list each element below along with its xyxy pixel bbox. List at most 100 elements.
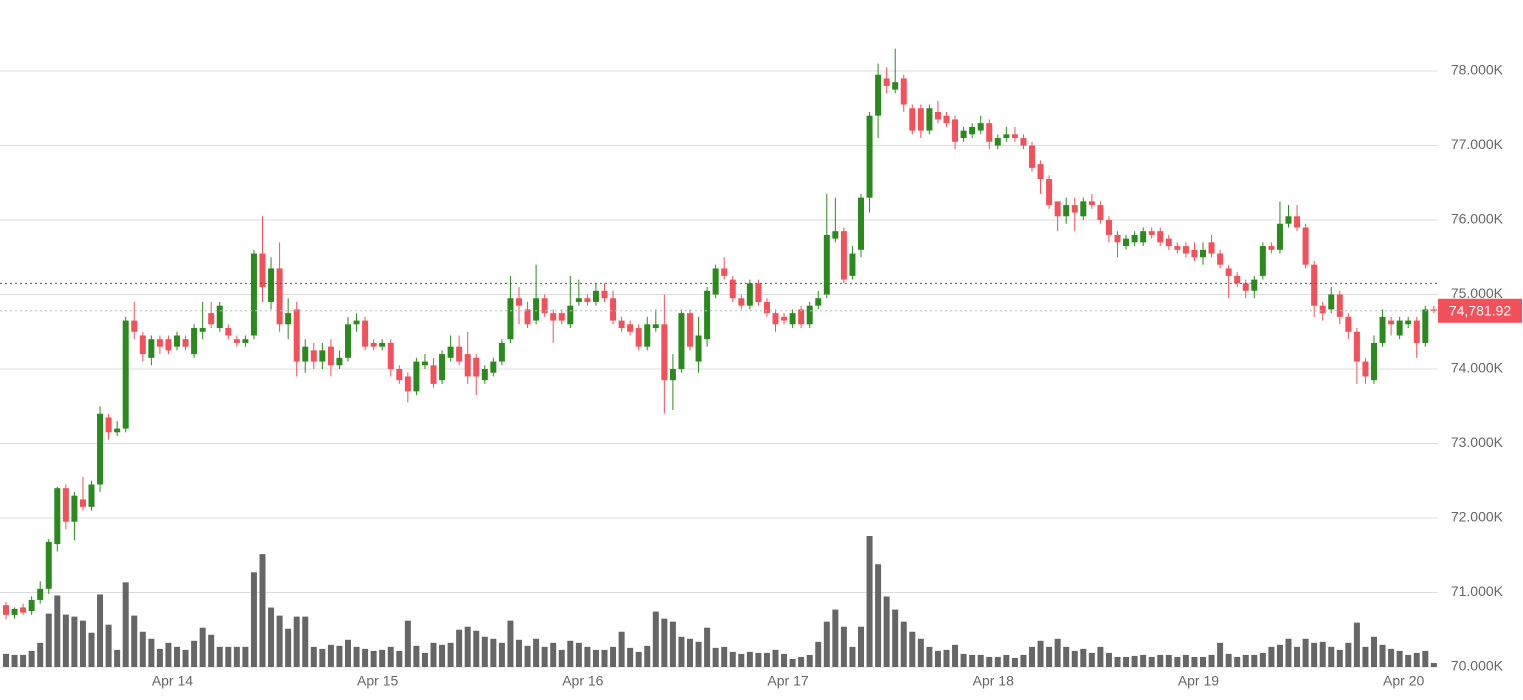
x-tick-label: Apr 19 [1178, 673, 1219, 689]
candle-body [396, 369, 403, 381]
candle-body [1140, 231, 1147, 243]
candle-body [1097, 205, 1104, 220]
volume-bar [1182, 654, 1189, 667]
candle-body [1114, 234, 1121, 243]
volume-bar [105, 624, 112, 667]
volume-bar [250, 572, 257, 667]
candle-body [165, 339, 172, 351]
candle-body [1294, 216, 1301, 228]
volume-bar [54, 595, 61, 667]
volume-bar [45, 613, 52, 667]
candle-body [1131, 234, 1138, 243]
volume-bar [1422, 650, 1429, 667]
candle-body [669, 369, 676, 381]
candle-body [892, 82, 899, 90]
candle-body [601, 290, 608, 299]
candle-body [345, 324, 351, 358]
volume-bar [849, 646, 856, 667]
volume-bar [1379, 644, 1386, 667]
candle-body [45, 541, 52, 589]
candle-body [114, 428, 121, 433]
volume-bar [336, 645, 343, 667]
candle-body [909, 108, 916, 131]
volume-bar [789, 658, 796, 667]
volume-bar [182, 649, 189, 667]
candle-body [259, 253, 266, 288]
candle-body [960, 130, 967, 139]
volume-bar [1413, 652, 1420, 667]
volume-bar [1140, 654, 1147, 667]
candle-body [618, 320, 625, 329]
candle-body [122, 320, 129, 429]
volume-bar [387, 646, 394, 667]
candle-body [1242, 283, 1249, 291]
volume-bar [601, 649, 608, 667]
volume-bar [524, 645, 531, 667]
y-tick-label: 72.000K [1451, 509, 1504, 525]
candle-body [900, 78, 907, 105]
candle-body [498, 342, 505, 362]
candle-body [191, 328, 198, 355]
volume-bar [327, 644, 334, 667]
candle-body [1088, 201, 1095, 206]
candle-body [781, 316, 788, 321]
candle-body [1328, 294, 1335, 310]
x-tick-label: Apr 20 [1383, 673, 1424, 689]
candle-body [174, 335, 180, 347]
volume-bar [618, 631, 625, 667]
candle-body [1157, 231, 1164, 243]
candle-body [233, 339, 240, 343]
volume-bar [798, 656, 805, 667]
candle-body [721, 268, 728, 276]
y-tick-label: 78.000K [1451, 62, 1504, 78]
volume-bar [1353, 622, 1360, 667]
candle-body [413, 361, 420, 392]
volume-bar [1268, 646, 1275, 667]
candle-body [447, 346, 454, 358]
volume-bar [687, 638, 693, 667]
candle-body [533, 298, 540, 321]
candle-body [1302, 227, 1309, 265]
y-tick-label: 73.000K [1451, 434, 1504, 450]
volume-bar [815, 641, 822, 667]
candle-body [789, 313, 796, 325]
volume-bar [404, 620, 411, 667]
volume-bar [1131, 655, 1138, 667]
volume-bar [62, 614, 69, 667]
candle-body [1174, 246, 1181, 250]
candle-body [1319, 305, 1326, 314]
y-tick-label: 70.000K [1451, 658, 1504, 674]
volume-bar [755, 652, 762, 667]
volume-bar [866, 536, 873, 667]
candle-body [37, 588, 44, 600]
volume-bar [362, 648, 369, 667]
candle-body [994, 138, 1001, 146]
volume-bar [1088, 652, 1095, 667]
candle-body [1405, 320, 1412, 325]
candle-body [1200, 249, 1206, 258]
volume-bar [79, 620, 86, 667]
candle-body [1311, 264, 1318, 306]
candle-body [1379, 316, 1386, 343]
volume-bar [986, 656, 993, 667]
volume-bar [156, 648, 163, 667]
candle-body [507, 298, 514, 340]
candle-body [208, 313, 215, 325]
volume-bar [584, 646, 591, 667]
candle-body [866, 115, 873, 198]
candle-body [738, 298, 745, 306]
volume-bar [302, 616, 309, 667]
volume-bar [909, 631, 916, 667]
volume-bar [1345, 642, 1352, 667]
candle-body [1276, 223, 1283, 250]
volume-bar [225, 646, 232, 667]
volume-bar [729, 651, 736, 667]
volume-bar [1276, 644, 1283, 667]
volume-bar [396, 650, 403, 667]
volume-bar [11, 654, 18, 667]
volume-bar [208, 634, 215, 667]
candle-body [216, 305, 223, 329]
volume-bar [174, 646, 180, 667]
x-tick-label: Apr 17 [767, 673, 808, 689]
candle-body [704, 290, 711, 340]
